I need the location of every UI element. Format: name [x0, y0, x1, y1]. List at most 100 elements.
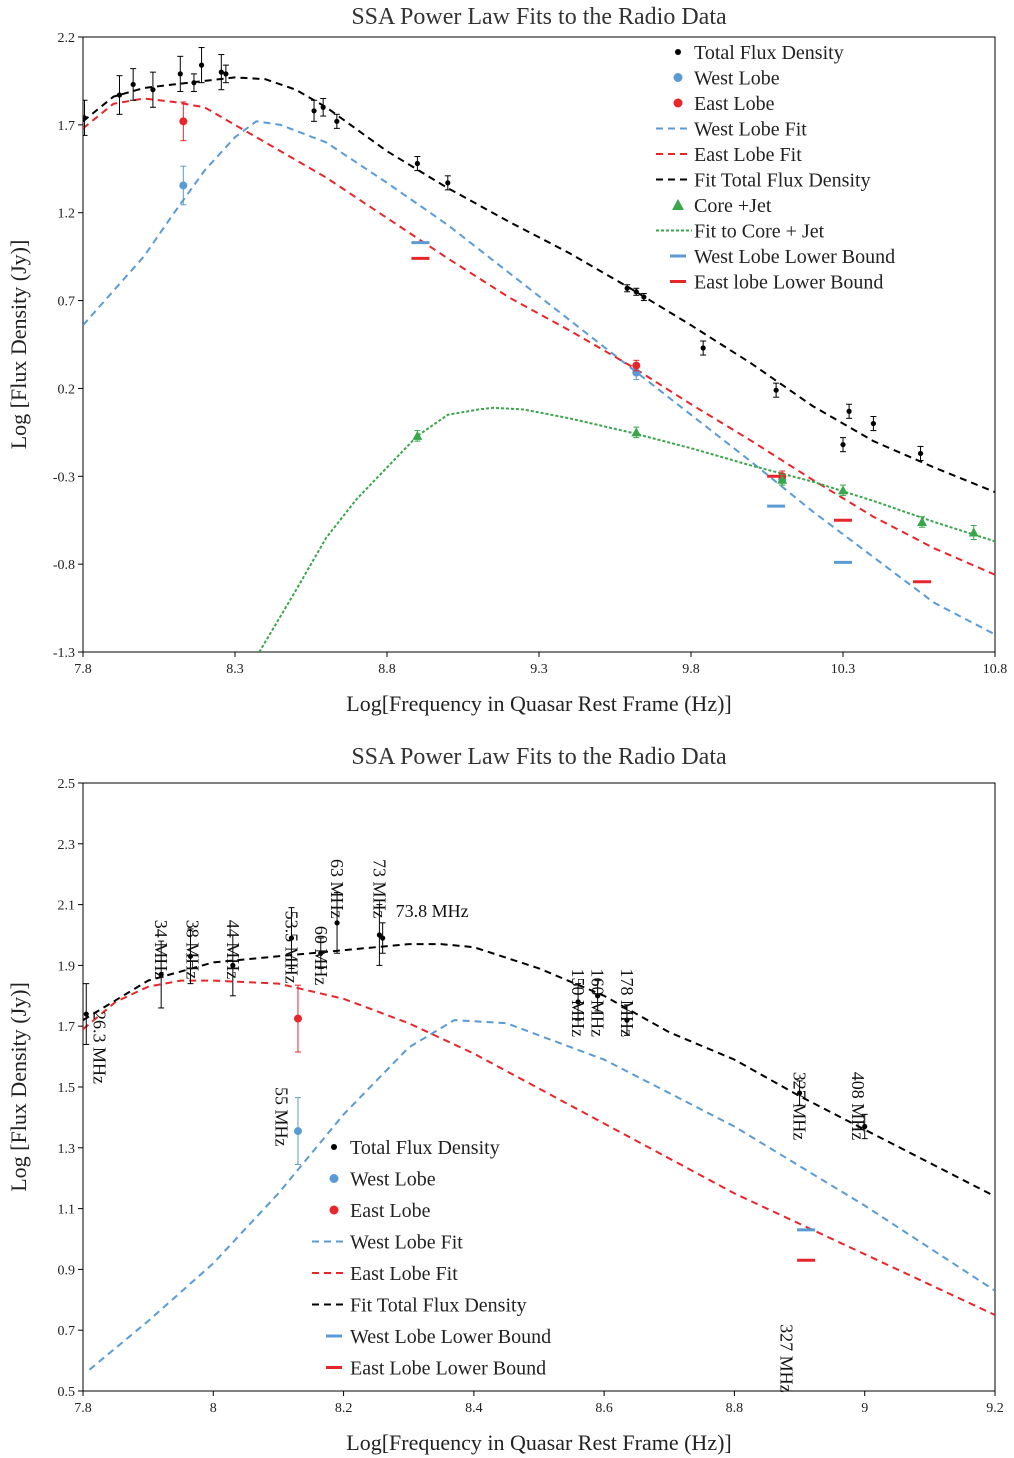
frequency-annotation: 73 MHz [369, 859, 389, 919]
data-point-total-flux-density [83, 115, 88, 121]
frequency-annotation: 34 MHz [151, 920, 171, 980]
data-point-total-flux-density [150, 87, 156, 93]
data-point-total-flux-density [376, 932, 382, 938]
frequency-annotation: 38 MHz [182, 920, 202, 980]
frequency-annotation: 327 MHz [777, 1324, 797, 1393]
legend-label-total-flux-density: Total Flux Density [350, 1137, 500, 1159]
data-point-total-flux-density [311, 108, 317, 114]
data-point-core-jet [968, 527, 979, 537]
x-tick-label: 9 [861, 1401, 868, 1416]
legend-label-west-lobe-lower-bound: West Lobe Lower Bound [694, 246, 895, 268]
x-tick-label: 10.8 [983, 662, 1008, 677]
y-tick-label: 0.7 [58, 1324, 76, 1339]
y-axis-label: Log [Flux Density (Jy)] [6, 982, 31, 1192]
chart-title: SSA Power Law Fits to the Radio Data [351, 4, 727, 30]
series-line-fit-total-flux-density [83, 76, 995, 494]
chart-bottom-svg: SSA Power Law Fits to the Radio Data Log[… [6, 744, 1004, 1455]
plot-area [83, 891, 995, 1371]
frequency-annotation: 44 MHz [223, 920, 243, 980]
frequency-annotation: 60 MHz [311, 926, 331, 986]
x-axis-label: Log[Frequency in Quasar Rest Frame (Hz)] [346, 691, 731, 716]
data-point-east-lobe [632, 361, 641, 370]
legend-label-east-lobe-lower-bound: East lobe Lower Bound [694, 272, 883, 294]
frequency-annotation: 26.3 MHz [89, 1011, 109, 1084]
data-point-east-lobe [179, 117, 188, 126]
series-line-east-lobe-fit [83, 979, 995, 1316]
y-tick-label: -1.3 [53, 646, 75, 661]
data-point-total-flux-density [288, 935, 295, 941]
legend-label-east-lobe-fit: East Lobe Fit [350, 1263, 458, 1285]
frequency-annotation: 53.5 MHz [281, 911, 301, 984]
y-tick-label: 1.9 [58, 959, 76, 974]
y-tick-label: 1.3 [58, 1142, 76, 1157]
y-tick-label: -0.3 [53, 470, 75, 485]
data-point-total-flux-density [862, 1123, 868, 1130]
series-line-fit-to-core-jet [258, 406, 995, 652]
data-point-total-flux-density [840, 442, 846, 448]
y-tick-label: 1.7 [58, 119, 76, 134]
series-line-west-lobe-fit [88, 1019, 995, 1371]
y-tick-label: 2.1 [58, 899, 76, 914]
data-point-total-flux-density [414, 160, 420, 167]
frequency-annotation: 327 MHz [790, 1072, 810, 1141]
legend-label-fit-to-core-jet: Fit to Core + Jet [694, 221, 825, 243]
data-point-core-jet [631, 427, 642, 437]
frequency-annotation: 178 MHz [617, 968, 637, 1037]
y-tick-label: 0.7 [58, 295, 76, 310]
data-point-total-flux-density [917, 450, 924, 457]
frequency-annotation: 55 MHz [272, 1087, 292, 1147]
legend-marker-east-lobe [329, 1205, 339, 1215]
legend-label-west-lobe-fit: West Lobe Fit [350, 1232, 463, 1254]
data-point-total-flux-density [223, 71, 229, 77]
data-point-total-flux-density [445, 180, 451, 186]
chart-title: SSA Power Law Fits to the Radio Data [351, 744, 727, 770]
data-point-total-flux-density [158, 971, 164, 978]
y-tick-label: 1.7 [58, 1020, 76, 1035]
legend-label-total-flux-density: Total Flux Density [694, 42, 844, 64]
frequency-annotation: 73.8 MHz [396, 901, 469, 921]
legend-marker-core-jet [672, 199, 684, 210]
x-axis-label: Log[Frequency in Quasar Rest Frame (Hz)] [346, 1430, 731, 1455]
data-point-total-flux-density [575, 999, 581, 1005]
plot-area [83, 47, 995, 652]
legend-label-east-lobe-lower-bound: East Lobe Lower Bound [350, 1358, 546, 1380]
y-tick-label: -0.8 [53, 558, 75, 573]
data-point-total-flux-density [177, 71, 183, 77]
data-point-total-flux-density [796, 1090, 803, 1096]
x-tick-label: 8.2 [335, 1401, 353, 1416]
legend-label-fit-total-flux-density: Fit Total Flux Density [694, 170, 871, 192]
legend: Total Flux Density West Lobe East Lobe West… [656, 42, 895, 294]
data-point-total-flux-density [846, 408, 852, 414]
y-tick-label: 2.5 [58, 777, 76, 792]
data-point-total-flux-density [633, 289, 639, 295]
x-tick-label: 8.4 [465, 1401, 483, 1416]
data-point-total-flux-density [218, 69, 224, 75]
data-point-total-flux-density [624, 285, 630, 291]
chart-panel-bottom: SSA Power Law Fits to the Radio Data Log[… [0, 740, 1014, 1458]
y-tick-label: 1.5 [58, 1081, 76, 1096]
x-tick-label: 8.8 [378, 662, 396, 677]
data-point-total-flux-density [230, 962, 236, 968]
legend-marker-west-lobe [673, 73, 683, 82]
y-tick-label: 1.1 [58, 1203, 76, 1218]
data-point-core-jet [412, 430, 423, 440]
series-line-east-lobe-fit [83, 97, 995, 576]
data-point-total-flux-density [700, 345, 706, 351]
frequency-annotation: 408 MHz [848, 1072, 868, 1141]
frequency-annotation: 150 MHz [568, 968, 588, 1037]
y-axis-label: Log [Flux Density (Jy)] [6, 240, 31, 450]
data-point-core-jet [838, 485, 848, 495]
data-point-total-flux-density [187, 953, 194, 959]
data-point-total-flux-density [641, 294, 647, 300]
series-line-fit-total-flux-density [83, 943, 995, 1198]
data-point-core-jet [777, 474, 788, 484]
series-line-west-lobe-fit [83, 120, 995, 636]
data-point-total-flux-density [130, 81, 136, 88]
data-point-total-flux-density [320, 104, 326, 110]
chart-panel-top: SSA Power Law Fits to the Radio Data Log[… [0, 0, 1014, 720]
legend-label-east-lobe-fit: East Lobe Fit [694, 144, 802, 166]
x-tick-label: 10.3 [831, 662, 856, 677]
x-tick-label: 7.8 [74, 662, 92, 677]
y-tick-label: 2.3 [58, 838, 76, 853]
legend-marker-total-flux-density [331, 1144, 337, 1150]
